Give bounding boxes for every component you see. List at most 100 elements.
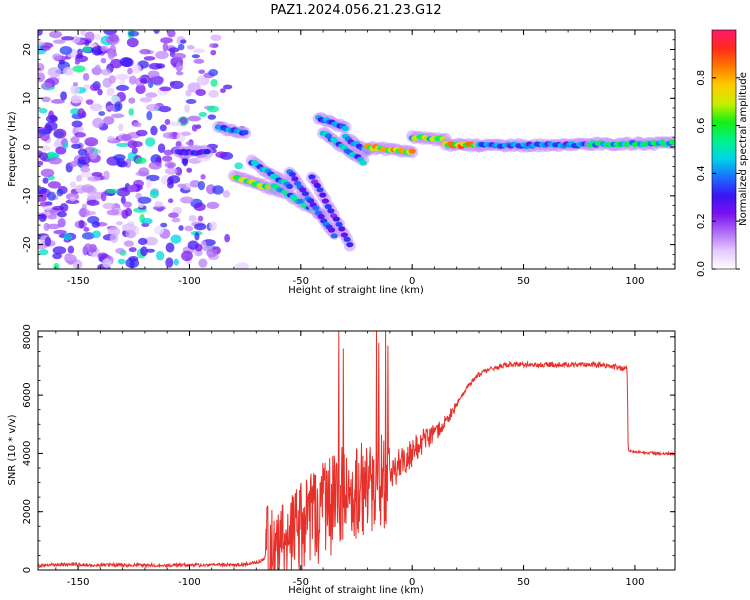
spectrogram-noise-blob bbox=[81, 232, 95, 240]
spectrogram-noise-blob bbox=[234, 162, 243, 170]
spectrogram-noise-blob bbox=[131, 64, 142, 74]
spectrogram-noise-blob bbox=[140, 246, 148, 257]
spectrogram-ridge-mark bbox=[671, 139, 675, 146]
spectrogram-xtick-label: 100 bbox=[625, 276, 644, 287]
spectrogram-noise-blob bbox=[137, 237, 148, 246]
spectrogram-noise-blob bbox=[185, 89, 192, 97]
spectrogram-noise-blob bbox=[185, 141, 194, 146]
spectrogram-ylabel: Frequency (Hz) bbox=[7, 111, 18, 187]
spectrogram-noise-blob bbox=[52, 246, 67, 255]
spectrogram-noise-blob bbox=[154, 201, 163, 208]
spectrogram-noise-blob bbox=[169, 121, 182, 127]
spectrogram-noise-blob bbox=[118, 123, 124, 132]
spectrogram-noise-blob bbox=[215, 151, 228, 158]
spectrogram-ridge-mark bbox=[316, 187, 324, 193]
spectrogram-noise-blob bbox=[77, 148, 88, 156]
spectrogram-noise-blob bbox=[62, 66, 74, 76]
spectrogram-noise-blob bbox=[38, 195, 47, 202]
spectrogram-noise-blob bbox=[77, 156, 91, 165]
spectrogram-noise-blob bbox=[127, 67, 133, 75]
spectrogram-noise-blob bbox=[65, 192, 80, 201]
spectrogram-noise-blob bbox=[69, 181, 77, 189]
spectrogram-noise-blob bbox=[63, 255, 74, 262]
spectrogram-noise-blob bbox=[156, 250, 165, 261]
spectrogram-noise-blob bbox=[48, 110, 55, 121]
spectrogram-noise-blob bbox=[84, 39, 90, 46]
spectrogram-ridge-mark bbox=[359, 160, 367, 166]
spectrogram-noise-blob bbox=[186, 167, 193, 173]
spectrogram-noise-blob bbox=[38, 108, 48, 114]
spectrogram-noise-blob bbox=[38, 30, 43, 36]
spectrogram-xtick-label: 50 bbox=[517, 276, 530, 287]
spectrogram-noise-blob bbox=[141, 218, 153, 225]
spectrogram-noise-blob bbox=[168, 212, 179, 219]
spectrogram-noise-blob bbox=[69, 160, 78, 168]
spectrogram-noise-blob bbox=[122, 223, 136, 232]
spectrogram-noise-blob bbox=[128, 97, 136, 104]
spectrogram-xtick-label: -100 bbox=[178, 276, 201, 287]
spectrogram-noise-blob bbox=[143, 56, 156, 61]
spectrogram-noise-blob bbox=[84, 31, 95, 42]
spectrogram-noise-blob bbox=[200, 174, 206, 180]
spectrogram-noise-blob bbox=[59, 45, 73, 55]
spectrogram-noise-blob bbox=[75, 53, 84, 59]
spectrogram-noise-blob bbox=[87, 192, 98, 200]
spectrogram-noise-blob bbox=[115, 84, 130, 92]
spectrogram-noise-blob bbox=[79, 207, 87, 218]
spectrogram-noise-blob bbox=[185, 99, 197, 104]
spectrogram-noise-blob bbox=[51, 99, 65, 104]
spectrogram-noise-blob bbox=[167, 181, 174, 189]
spectrogram-noise-blob bbox=[58, 59, 65, 65]
spectrogram-noise-blob bbox=[116, 142, 131, 147]
spectrogram-noise-blob bbox=[179, 117, 188, 125]
spectrogram-noise-blob bbox=[46, 223, 61, 230]
spectrogram-noise-blob bbox=[155, 50, 169, 60]
spectrogram-noise-blob bbox=[147, 70, 160, 78]
spectrogram-noise-blob bbox=[53, 262, 60, 269]
spectrogram-noise-blob bbox=[191, 124, 198, 132]
spectrogram-noise-blob bbox=[164, 118, 171, 125]
spectrogram-noise-blob bbox=[128, 247, 137, 253]
snr-ticks: -150 -100 -50 0 50 100 0 2000 4000 6000 8000 bbox=[22, 324, 675, 588]
spectrogram-noise-blob bbox=[138, 167, 150, 177]
spectrogram-noise-blob bbox=[93, 33, 102, 40]
spectrogram-noise-blob bbox=[175, 71, 184, 76]
spectrogram-noise-blob bbox=[106, 188, 119, 194]
spectrogram-noise-blob bbox=[113, 154, 126, 161]
spectrogram-xtick-label: 0 bbox=[409, 276, 415, 287]
spectrogram-noise-blob bbox=[53, 128, 67, 139]
spectrogram-noise-blob bbox=[145, 103, 160, 112]
spectrogram-noise-blob bbox=[162, 155, 173, 162]
spectrogram-noise-blob bbox=[193, 202, 206, 212]
spectrogram-noise-blob bbox=[168, 175, 181, 184]
spectrogram-xtick-label: -50 bbox=[293, 276, 309, 287]
spectrogram-noise-blob bbox=[145, 179, 152, 189]
spectrogram-noise-blob bbox=[57, 218, 66, 228]
spectrogram-noise-blob bbox=[145, 92, 158, 98]
spectrogram-ytick-label: 10 bbox=[22, 92, 33, 105]
spectrogram-ridge-mark bbox=[335, 221, 343, 227]
snr-xlabel: Height of straight line (km) bbox=[288, 585, 424, 596]
spectrogram-noise-blob bbox=[72, 81, 79, 87]
spectrogram-noise-blob bbox=[120, 134, 133, 142]
spectrogram-noise-blob bbox=[77, 108, 85, 118]
spectrogram-ridge-mark bbox=[324, 203, 332, 210]
spectrogram-noise-blob bbox=[60, 91, 68, 101]
colorbar-tick-label: 0.6 bbox=[696, 118, 707, 134]
spectrogram-noise-blob bbox=[194, 232, 200, 241]
snr-xtick-label: 100 bbox=[625, 577, 644, 588]
spectrogram-noise-blob bbox=[102, 202, 115, 210]
spectrogram-noise-blob bbox=[220, 88, 226, 94]
spectrogram-noise-blob bbox=[167, 30, 176, 38]
spectrogram-noise-blob bbox=[206, 105, 219, 113]
spectrogram-noise-blob bbox=[42, 177, 49, 184]
spectrogram-noise-blob bbox=[84, 137, 99, 147]
spectrogram-noise-blob bbox=[121, 209, 129, 219]
spectrogram-ridge-mark bbox=[291, 176, 299, 182]
spectrogram-noise-blob bbox=[78, 219, 85, 229]
spectrogram-noise-blob bbox=[71, 143, 82, 149]
spectrogram-noise-blob bbox=[114, 101, 123, 112]
spectrogram-ridge-mark bbox=[327, 208, 335, 214]
spectrogram-ridge-mark bbox=[313, 182, 321, 189]
